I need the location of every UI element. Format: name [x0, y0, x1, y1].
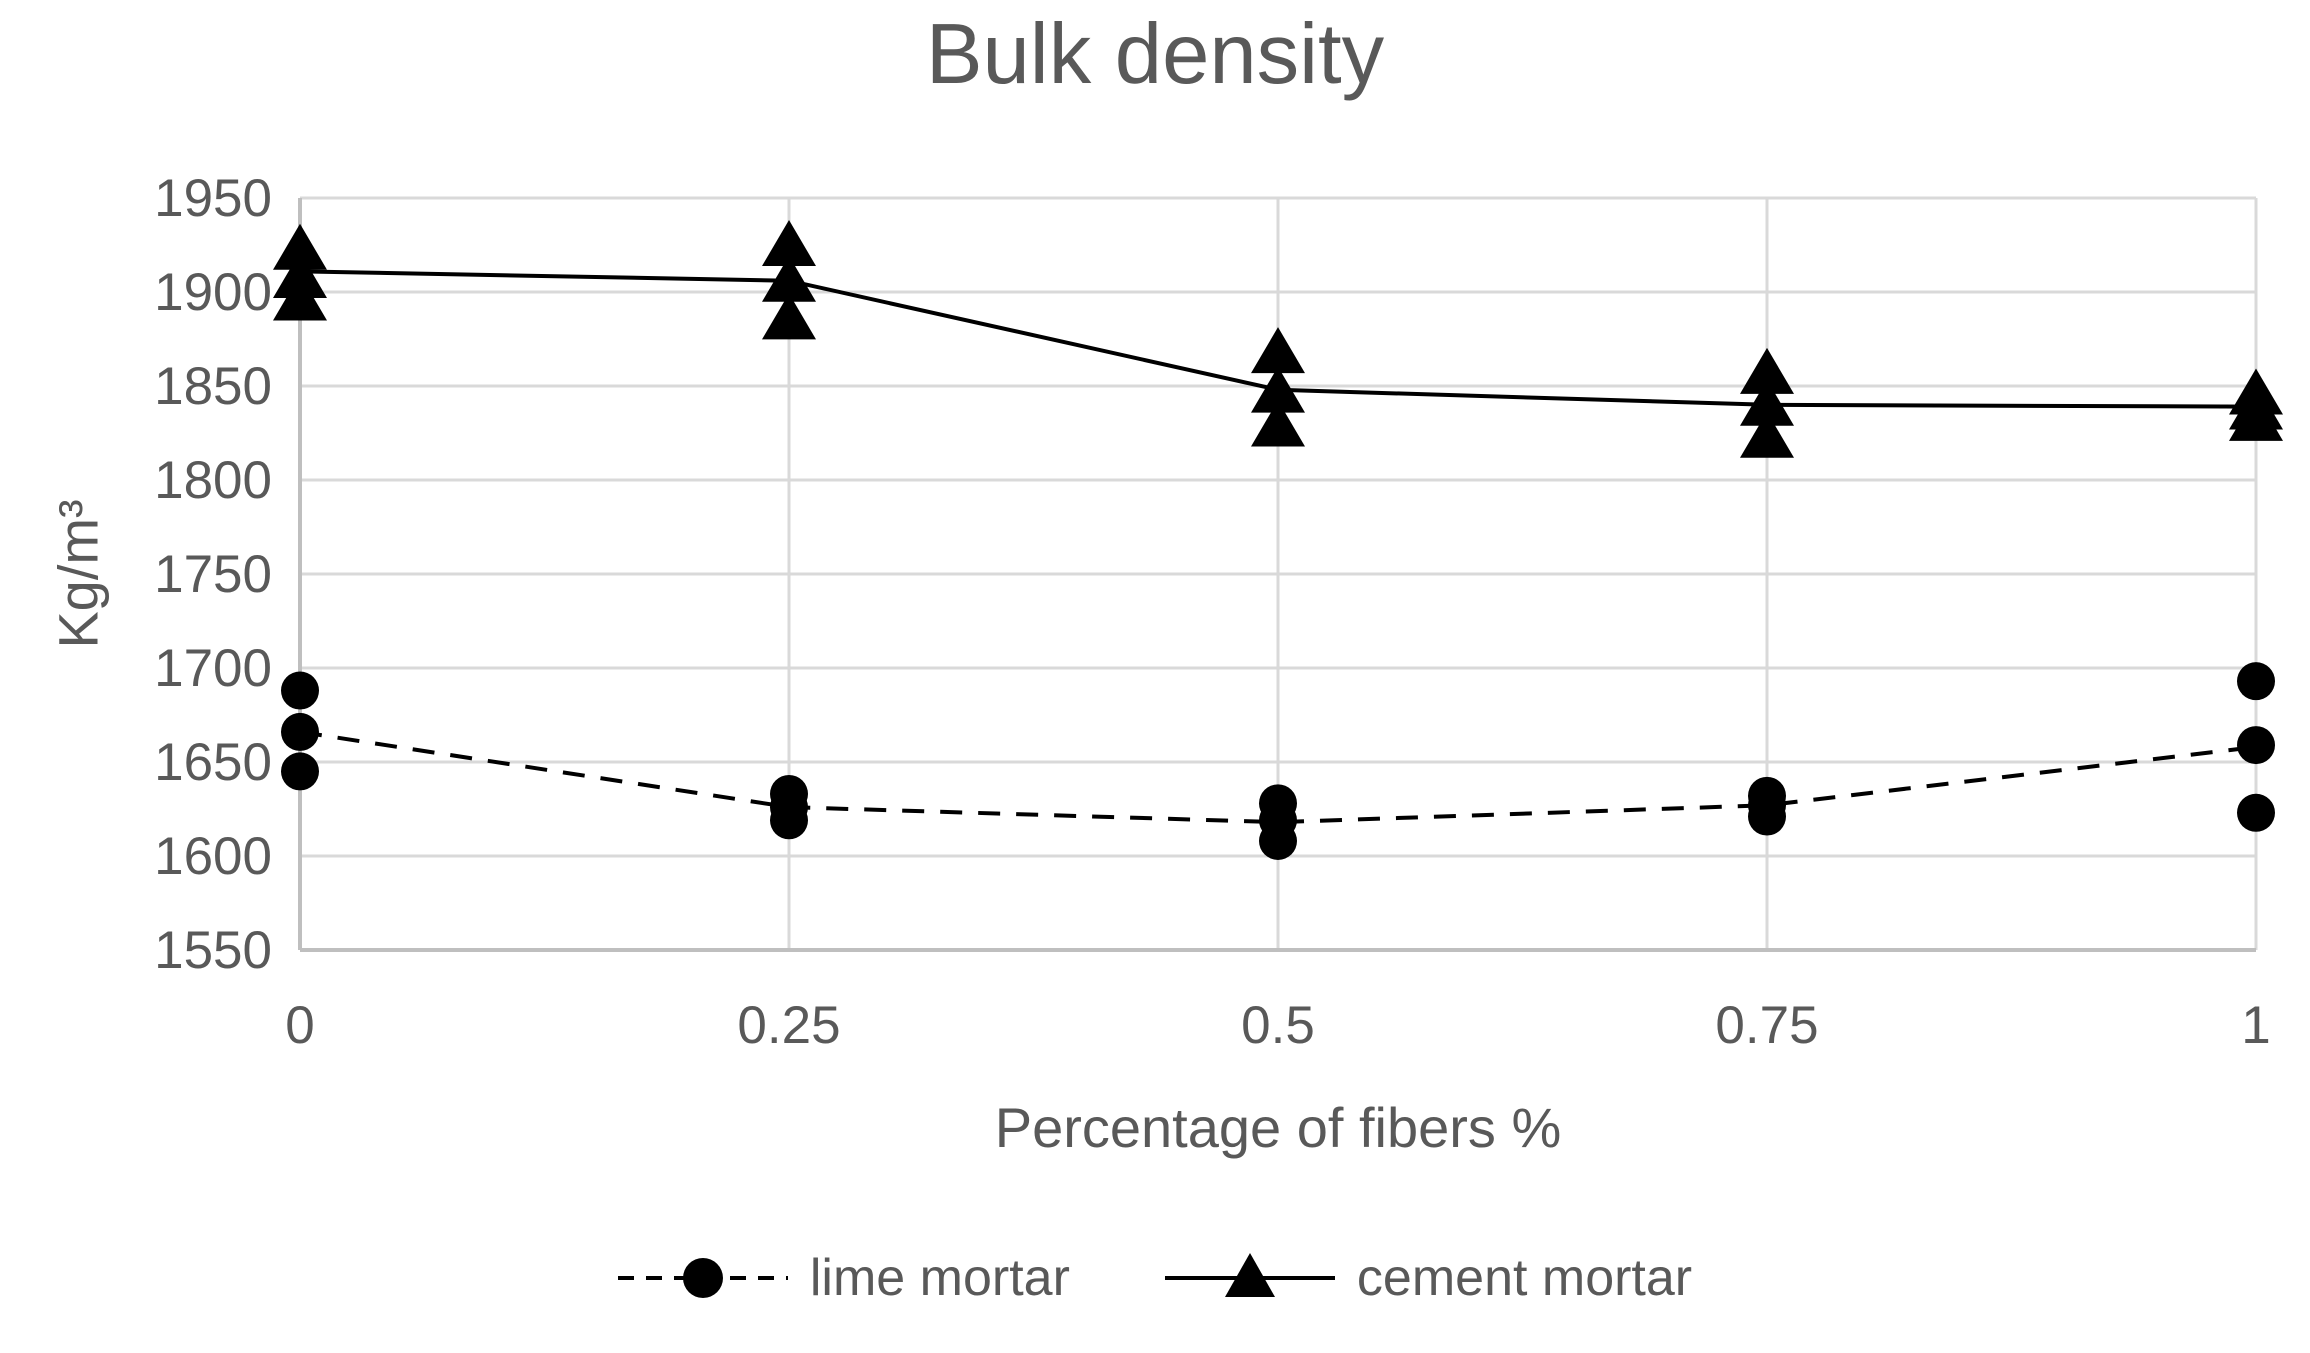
y-axis-title: Kg/m³: [46, 499, 110, 649]
cement-mortar-point: [762, 293, 816, 340]
cement-mortar-point: [762, 255, 816, 302]
y-tick-label: 1550: [154, 921, 272, 980]
x-tick-label: 0.5: [1241, 996, 1315, 1055]
lime-mortar-point: [281, 712, 319, 751]
cement-mortar-point: [1740, 379, 1794, 426]
cement-mortar-point: [2229, 394, 2283, 441]
solid-line-triangle-marker-icon: [1164, 1253, 1335, 1297]
lime-mortar-point: [2237, 726, 2275, 765]
lime-mortar-point: [1259, 821, 1297, 860]
x-tick-label: 0.75: [1715, 996, 1818, 1055]
x-tick-label: 0: [285, 996, 314, 1055]
cement-mortar-point: [762, 220, 816, 266]
cement-mortar-point: [273, 223, 327, 270]
lime-mortar-point: [770, 801, 808, 840]
cement-mortar-point: [273, 274, 327, 321]
y-tick-label: 1850: [154, 357, 272, 416]
legend-item-lime-mortar: lime mortar: [617, 1248, 1070, 1308]
y-tick-label: 1900: [154, 263, 272, 322]
chart-title: Bulk density: [925, 7, 1385, 102]
legend-label-lime-mortar: lime mortar: [809, 1249, 1070, 1307]
lime-mortar-point: [2237, 793, 2275, 832]
legend: lime mortar cement mortar: [0, 1248, 2310, 1308]
x-tick-label: 1: [2241, 996, 2270, 1055]
lime-mortar-point: [281, 752, 319, 791]
y-tick-label: 1700: [154, 639, 272, 698]
lime-mortar-point: [281, 671, 319, 710]
x-tick-label: 0.25: [737, 996, 840, 1055]
x-axis-title: Percentage of fibers %: [994, 1096, 1562, 1159]
lime-mortar-point: [2237, 662, 2275, 701]
cement-mortar-point: [1251, 366, 1305, 413]
legend-label-cement-mortar: cement mortar: [1356, 1249, 1693, 1307]
y-tick-label: 1600: [154, 827, 272, 886]
cement-mortar-point: [1251, 400, 1305, 447]
y-tick-label: 1750: [154, 545, 272, 604]
y-tick-label: 1950: [154, 169, 272, 228]
cement-mortar-point: [1740, 411, 1794, 458]
lime-mortar-trend-line: [299, 729, 2257, 825]
y-tick-label: 1650: [154, 733, 272, 792]
dashed-line-circle-marker-icon: [617, 1258, 788, 1298]
cement-mortar-point: [1251, 327, 1305, 374]
cement-mortar-point: [1740, 347, 1794, 394]
legend-item-cement-mortar: cement mortar: [1164, 1248, 1693, 1308]
y-tick-label: 1800: [154, 451, 272, 510]
lime-mortar-point: [1748, 797, 1786, 836]
